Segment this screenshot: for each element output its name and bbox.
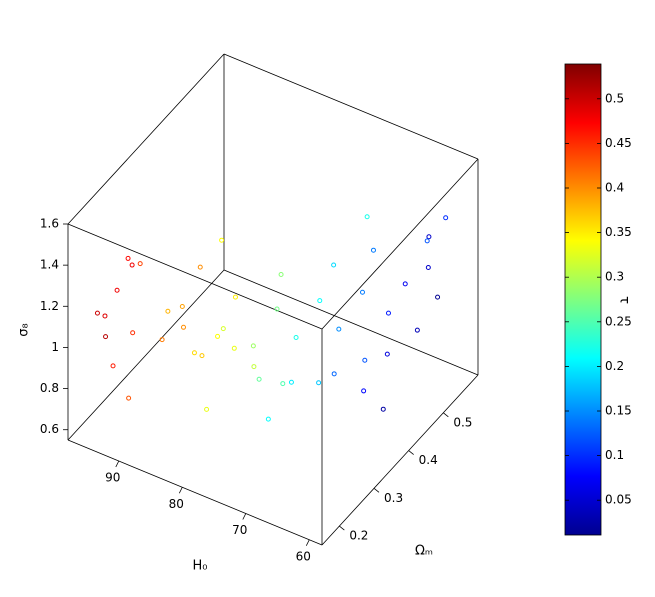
x-tick-label: 60	[296, 549, 311, 563]
x-tick	[242, 513, 247, 520]
colorbar-tick-label: 0.35	[605, 225, 632, 239]
point	[443, 215, 449, 221]
x-tick	[178, 487, 183, 494]
z-tick-label: 0.6	[40, 422, 59, 436]
colorbar-label: τ	[617, 296, 632, 304]
point	[414, 327, 420, 333]
x-tick	[115, 460, 120, 468]
colorbar-tick-label: 0.2	[605, 359, 624, 373]
point	[288, 379, 294, 385]
colorbar-tick-label: 0.45	[605, 136, 632, 150]
box-edge	[321, 158, 479, 330]
point	[250, 343, 256, 349]
point	[364, 214, 370, 220]
box-edge	[67, 439, 323, 546]
point	[231, 345, 237, 351]
point	[265, 416, 271, 422]
point	[94, 310, 100, 316]
point	[361, 388, 367, 394]
point	[110, 363, 116, 369]
point	[129, 262, 135, 268]
point	[102, 313, 108, 319]
z-tick-label: 1.6	[40, 217, 59, 231]
x-tick-label: 90	[105, 471, 120, 485]
point	[114, 287, 120, 293]
point	[362, 357, 368, 363]
point	[331, 371, 337, 377]
point	[317, 298, 323, 304]
x-tick-label: 80	[169, 497, 184, 511]
point	[204, 406, 210, 412]
point	[220, 326, 226, 332]
point	[199, 353, 205, 359]
point	[251, 364, 257, 370]
z-tick-label: 1.2	[40, 299, 59, 313]
y-tick	[373, 488, 380, 493]
point	[435, 294, 441, 300]
point	[137, 261, 143, 267]
colorbar-tick-label: 0.05	[605, 493, 632, 507]
point	[159, 337, 165, 343]
z-tick-label: 0.8	[40, 381, 59, 395]
x-tick	[305, 539, 310, 546]
point	[370, 247, 376, 253]
y-tick-label: 0.5	[453, 415, 472, 429]
point	[103, 334, 109, 340]
colorbar-tick-label: 0.1	[605, 448, 624, 462]
y-tick-label: 0.2	[349, 529, 368, 543]
point	[360, 289, 365, 295]
z-tick-label: 1	[51, 340, 59, 354]
point	[380, 406, 386, 412]
box-edge	[67, 269, 225, 441]
point	[232, 294, 238, 300]
colorbar-tick-label: 0.4	[605, 180, 624, 194]
point	[385, 310, 391, 316]
point	[402, 281, 408, 287]
point	[165, 308, 171, 314]
point	[256, 376, 262, 382]
x-axis-label: H₀	[193, 559, 208, 574]
colorbar-tick-label: 0.5	[605, 91, 624, 105]
y-tick	[408, 450, 414, 455]
box-edge	[321, 374, 479, 546]
point	[316, 380, 322, 386]
z-tick-label: 1.4	[40, 258, 59, 272]
point	[215, 333, 221, 339]
point	[197, 264, 203, 270]
box-edge	[67, 53, 225, 225]
colorbar-tick-label: 0.3	[605, 270, 624, 284]
colorbar	[564, 63, 602, 536]
point	[179, 304, 185, 310]
x-tick-label: 70	[232, 523, 247, 537]
point	[424, 238, 430, 244]
point	[331, 262, 337, 268]
box-edge	[67, 223, 323, 330]
point	[130, 330, 136, 336]
point	[336, 326, 342, 332]
point	[125, 255, 131, 261]
point	[425, 265, 431, 271]
point	[274, 306, 280, 312]
point	[126, 395, 132, 401]
point	[280, 381, 286, 387]
y-tick-label: 0.4	[419, 453, 438, 467]
colorbar-tick-label: 0.15	[605, 404, 632, 418]
box-edge	[223, 269, 479, 376]
y-axis-label: Ωₘ	[415, 544, 433, 559]
axes-box	[67, 53, 479, 546]
colorbar-tick-label: 0.25	[605, 314, 632, 328]
point	[384, 351, 390, 357]
point	[426, 234, 432, 240]
y-tick-label: 0.3	[384, 491, 403, 505]
y-tick	[339, 525, 345, 531]
point	[278, 272, 284, 278]
point	[219, 237, 225, 243]
box-edge	[223, 53, 479, 160]
z-axis-label: σ₈	[17, 323, 32, 336]
y-tick	[443, 412, 449, 418]
point	[181, 324, 186, 330]
point	[293, 334, 299, 340]
point	[191, 350, 197, 356]
